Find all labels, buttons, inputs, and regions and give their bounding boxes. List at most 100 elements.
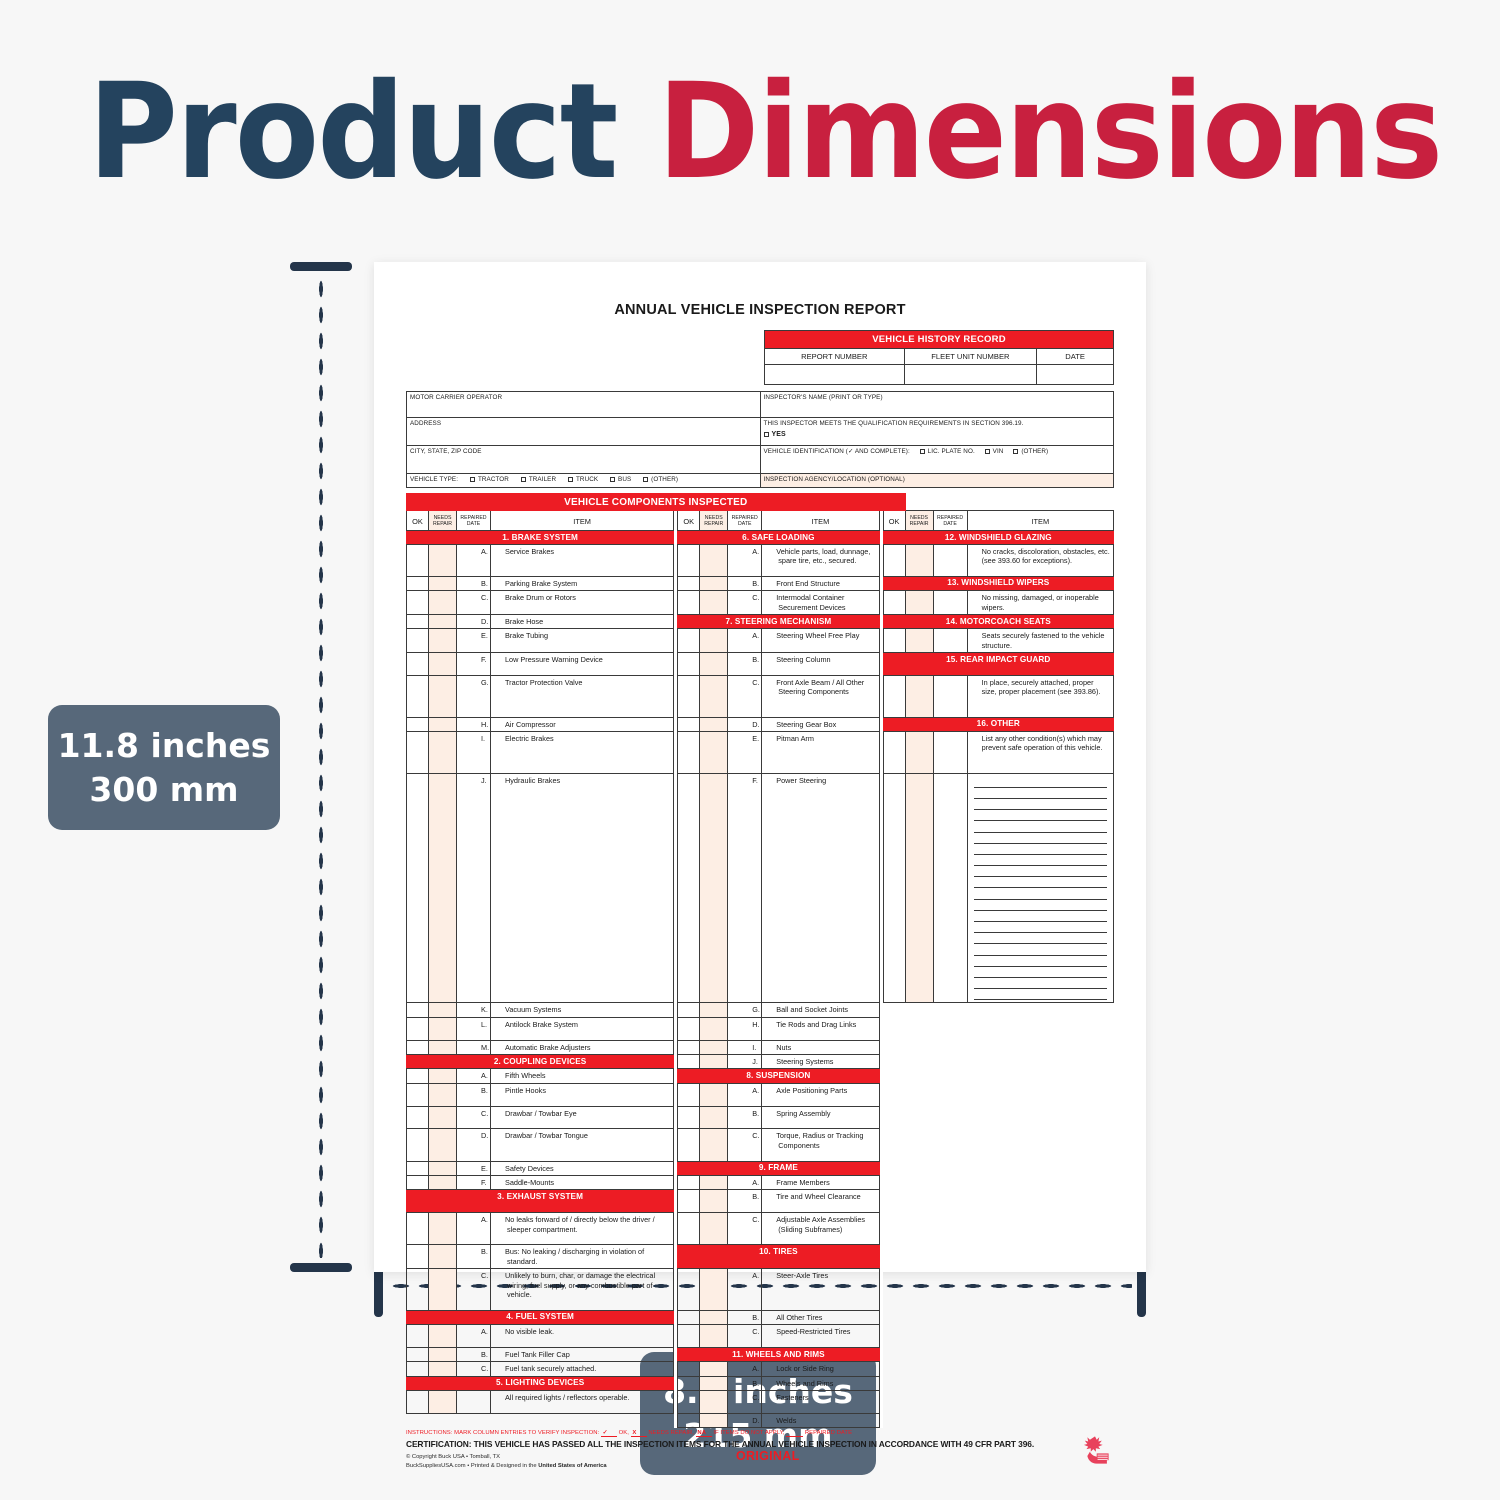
cell-ok[interactable] xyxy=(677,1390,701,1414)
cell-needs-repair[interactable] xyxy=(428,1390,457,1414)
write-in-line[interactable] xyxy=(973,844,1107,855)
cell-needs-repair[interactable] xyxy=(699,1212,729,1246)
cell-needs-repair[interactable] xyxy=(428,772,457,1004)
checkbox-tractor[interactable] xyxy=(469,476,475,482)
write-in-line[interactable] xyxy=(973,799,1107,811)
cell-needs-repair[interactable] xyxy=(428,1105,457,1130)
cell-repaired-date[interactable] xyxy=(727,628,763,654)
field-inspector-name[interactable]: INSPECTOR'S NAME (PRINT OR TYPE) xyxy=(759,391,1114,418)
cell-needs-repair[interactable] xyxy=(699,1174,729,1191)
cell-ok[interactable] xyxy=(406,1244,429,1270)
cell-repaired-date[interactable] xyxy=(456,1390,491,1414)
cell-needs-repair[interactable] xyxy=(699,1039,729,1055)
cell-needs-repair[interactable] xyxy=(699,1361,729,1377)
write-in-line[interactable] xyxy=(973,911,1107,923)
field-city-state-zip[interactable]: CITY, STATE, ZIP CODE xyxy=(406,445,761,474)
cell-ok[interactable] xyxy=(406,1039,429,1055)
cell-needs-repair[interactable] xyxy=(428,1244,457,1270)
write-in-line[interactable] xyxy=(973,944,1107,956)
cell-ok[interactable] xyxy=(677,1082,701,1107)
write-in-line[interactable] xyxy=(973,900,1107,911)
cell-needs-repair[interactable] xyxy=(428,1128,457,1162)
cell-ok[interactable] xyxy=(677,575,701,592)
cell-repaired-date[interactable] xyxy=(932,772,968,1004)
cell-ok[interactable] xyxy=(406,1016,429,1041)
cell-repaired-date[interactable] xyxy=(456,590,491,615)
cell-ok[interactable] xyxy=(677,1016,701,1041)
cell-ok[interactable] xyxy=(406,772,429,1004)
cell-ok[interactable] xyxy=(406,1390,429,1414)
cell-needs-repair[interactable] xyxy=(699,1016,729,1041)
cell-needs-repair[interactable] xyxy=(699,1053,729,1070)
checkbox-vid-other[interactable] xyxy=(1013,448,1019,454)
write-in-line[interactable] xyxy=(973,821,1107,833)
cell-needs-repair[interactable] xyxy=(428,1361,457,1377)
checkbox-trailer[interactable] xyxy=(520,476,526,482)
cell-needs-repair[interactable] xyxy=(904,543,934,577)
cell-ok[interactable] xyxy=(406,675,429,718)
cell-needs-repair[interactable] xyxy=(699,716,729,733)
cell-needs-repair[interactable] xyxy=(699,575,729,592)
cell-needs-repair[interactable] xyxy=(904,590,934,615)
cell-needs-repair[interactable] xyxy=(699,590,729,615)
cell-needs-repair[interactable] xyxy=(428,613,457,630)
cell-needs-repair[interactable] xyxy=(699,772,729,1004)
cell-ok[interactable] xyxy=(882,628,906,654)
cell-ok[interactable] xyxy=(677,675,701,718)
cell-repaired-date[interactable] xyxy=(456,731,491,774)
cell-ok[interactable] xyxy=(677,1053,701,1070)
write-in-line[interactable] xyxy=(973,922,1107,934)
cell-ok[interactable] xyxy=(406,1002,429,1018)
cell-repaired-date[interactable] xyxy=(727,675,763,718)
cell-needs-repair[interactable] xyxy=(428,1002,457,1018)
cell-needs-repair[interactable] xyxy=(699,1412,729,1429)
cell-ok[interactable] xyxy=(882,731,906,774)
cell-ok[interactable] xyxy=(406,1346,429,1363)
cell-ok[interactable] xyxy=(406,1324,429,1348)
cell-ok[interactable] xyxy=(677,1105,701,1130)
cell-ok[interactable] xyxy=(677,1189,701,1214)
cell-repaired-date[interactable] xyxy=(727,1039,763,1055)
field-motor-carrier-operator[interactable]: MOTOR CARRIER OPERATOR xyxy=(406,391,761,418)
write-in-line[interactable] xyxy=(973,933,1107,945)
write-in-line[interactable] xyxy=(973,833,1107,844)
write-in-line[interactable] xyxy=(973,855,1107,867)
cell-needs-repair[interactable] xyxy=(428,1016,457,1041)
cell-ok[interactable] xyxy=(677,1128,701,1162)
cell-needs-repair[interactable] xyxy=(428,575,457,592)
cell-ok[interactable] xyxy=(677,1309,701,1326)
cell-needs-repair[interactable] xyxy=(699,652,729,677)
cell-ok[interactable] xyxy=(406,1082,429,1107)
cell-needs-repair[interactable] xyxy=(428,543,457,577)
checkbox-bus[interactable] xyxy=(610,476,616,482)
cell-needs-repair[interactable] xyxy=(904,772,934,1004)
cell-ok[interactable] xyxy=(406,590,429,615)
cell-needs-repair[interactable] xyxy=(428,1174,457,1191)
write-in-line[interactable] xyxy=(973,866,1107,878)
checkbox-qualification-yes[interactable] xyxy=(763,431,769,437)
cell-repaired-date[interactable] xyxy=(727,1212,763,1246)
cell-ok[interactable] xyxy=(882,675,906,718)
cell-ok[interactable] xyxy=(406,1160,429,1176)
cell-needs-repair[interactable] xyxy=(699,1189,729,1214)
cell-ok[interactable] xyxy=(406,1361,429,1377)
cell-needs-repair[interactable] xyxy=(699,731,729,774)
cell-ok[interactable] xyxy=(882,772,906,1004)
cell-needs-repair[interactable] xyxy=(428,1324,457,1348)
cell-needs-repair[interactable] xyxy=(699,1002,729,1018)
write-in-line[interactable] xyxy=(973,978,1107,990)
write-in-line[interactable] xyxy=(973,956,1107,967)
cell-needs-repair[interactable] xyxy=(699,543,729,577)
cell-needs-repair[interactable] xyxy=(699,1082,729,1107)
cell-ok[interactable] xyxy=(677,1174,701,1191)
cell-needs-repair[interactable] xyxy=(428,1212,457,1246)
cell-needs-repair[interactable] xyxy=(428,1082,457,1107)
cell-ok[interactable] xyxy=(406,1068,429,1084)
cell-ok[interactable] xyxy=(677,652,701,677)
cell-write-in-lines[interactable] xyxy=(966,772,1115,1004)
checkbox-truck[interactable] xyxy=(567,476,573,482)
cell-needs-repair[interactable] xyxy=(428,1068,457,1084)
cell-ok[interactable] xyxy=(406,731,429,774)
vhr-field-fleet-unit-number[interactable] xyxy=(903,364,1038,385)
cell-ok[interactable] xyxy=(677,590,701,615)
